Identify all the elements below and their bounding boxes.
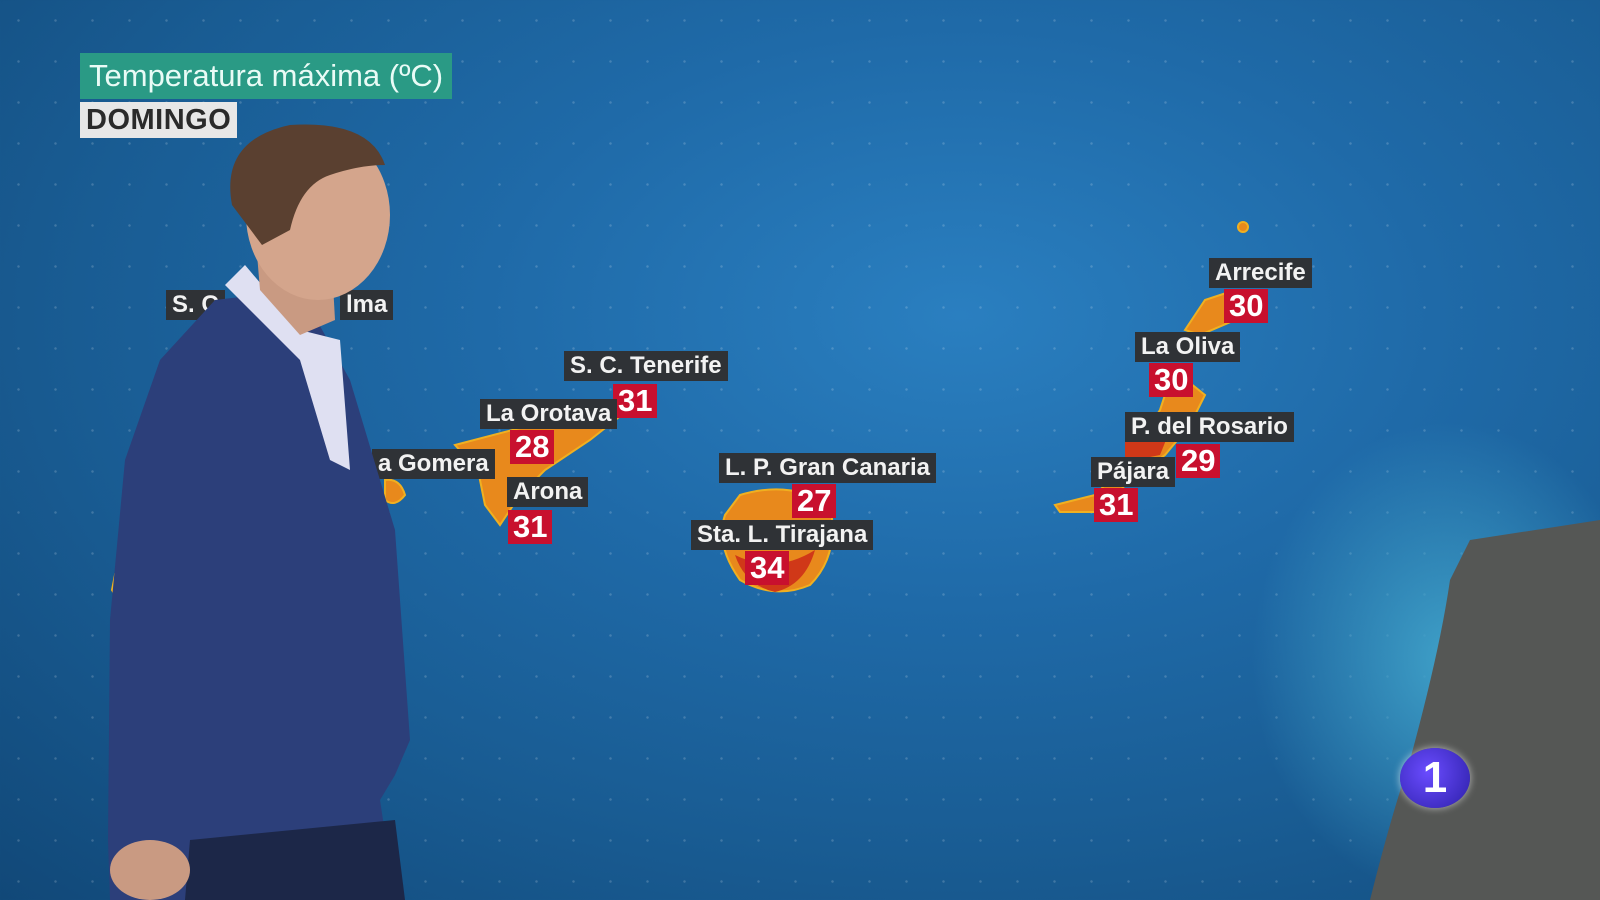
presenter-hair (230, 124, 385, 245)
location-label: La Oliva (1135, 332, 1241, 362)
presenter-hand (110, 840, 190, 900)
presenter-trousers (185, 820, 405, 900)
presenter-shirt (225, 265, 350, 470)
temperature-value: 34 (745, 551, 790, 585)
temperature-value: 31 (613, 384, 658, 418)
location-label: a Gomera (372, 449, 495, 479)
channel-logo-tve1: 1 (1400, 748, 1470, 808)
islet-graciosa (1237, 221, 1249, 233)
location-label: Arrecife (1209, 258, 1312, 288)
day-label: DOMINGO (80, 102, 238, 138)
location-label: S. C. Tenerife (564, 351, 728, 381)
location-label: La Orotava (480, 399, 618, 429)
location-label: P. del Rosario (1125, 412, 1294, 442)
location-label: Pájara (1091, 457, 1176, 487)
temperature-value: 29 (1176, 444, 1221, 478)
temperature-value: 31 (1094, 488, 1139, 522)
temperature-value: 31 (508, 510, 553, 544)
location-label-tail: lma (340, 290, 394, 320)
location-label: Sta. L. Tirajana (691, 520, 874, 550)
temperature-value: 30 (1224, 289, 1269, 323)
temperature-value: 30 (1149, 363, 1194, 397)
map-title: Temperatura máxima (ºC) (80, 53, 453, 99)
location-label: Arona (507, 477, 589, 507)
temperature-value: 27 (792, 484, 837, 518)
island-la-gomera (384, 478, 407, 505)
location-label: L. P. Gran Canaria (719, 453, 936, 483)
presenter-jacket (108, 290, 410, 900)
temperature-value: 28 (510, 430, 555, 464)
